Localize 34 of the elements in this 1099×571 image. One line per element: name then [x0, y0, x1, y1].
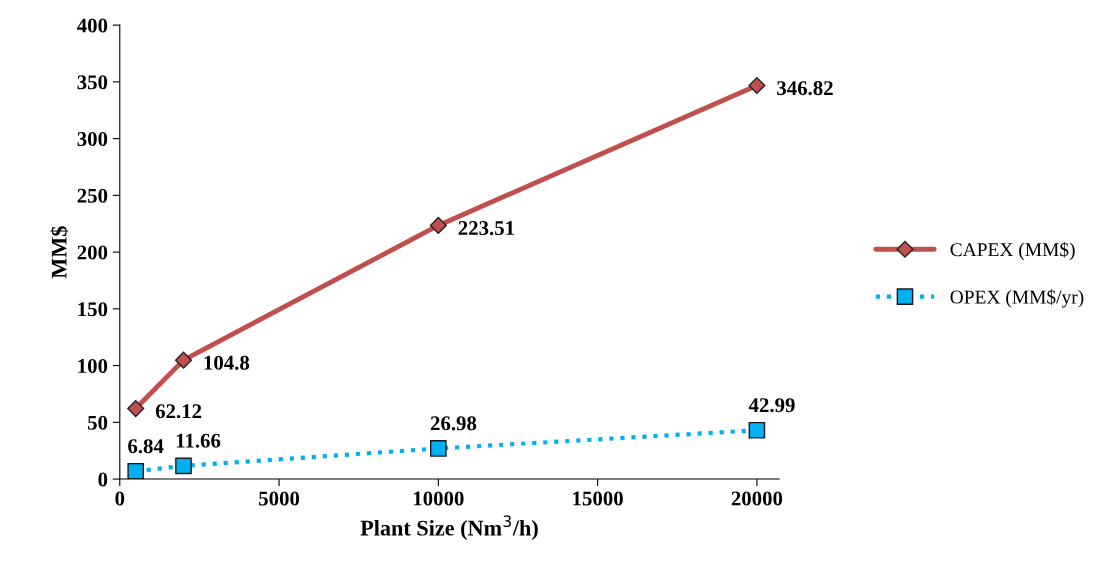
y-tick-label: 150	[78, 302, 108, 317]
point	[127, 400, 145, 418]
y-tick-label: 400	[77, 18, 108, 33]
x-tick-label: 15000	[573, 491, 623, 506]
x-tick-label: 20000	[731, 491, 783, 506]
data-label: 6.84	[128, 439, 164, 454]
x-axis-title: Plant Size (Nm$^{3}$/h)	[360, 515, 538, 541]
point	[127, 462, 145, 480]
data-label: 104.8	[204, 355, 250, 370]
data-label: 11.66	[176, 433, 221, 448]
data-label: 62.12	[155, 404, 202, 419]
point	[175, 457, 192, 475]
data-label: 26.98	[430, 416, 477, 431]
point	[429, 216, 447, 234]
legend-label: CAPEX (MM$)	[950, 241, 1075, 261]
point	[174, 351, 193, 369]
data-label: 346.82	[777, 81, 833, 96]
y-tick-label: 350	[77, 75, 108, 90]
y-tick-label: 50	[87, 415, 108, 430]
y-tick-label: 250	[77, 188, 108, 203]
legend-label: OPEX (MM$/yr)	[950, 289, 1084, 308]
point	[748, 76, 766, 95]
point	[748, 421, 766, 439]
y-tick-label: 100	[78, 358, 108, 374]
y-tick-label: 300	[77, 131, 108, 147]
y-tick-label: 200	[77, 245, 108, 260]
data-label: 223.51	[458, 221, 514, 236]
x-tick-label: 10000	[413, 491, 464, 506]
x-tick-label: 0	[115, 491, 125, 506]
data-label: 42.99	[748, 398, 795, 413]
point	[430, 440, 447, 457]
x-tick-label: 5000	[259, 491, 300, 506]
y-tick-label: 0	[98, 472, 108, 487]
y-axis-title: MM$	[50, 226, 69, 279]
